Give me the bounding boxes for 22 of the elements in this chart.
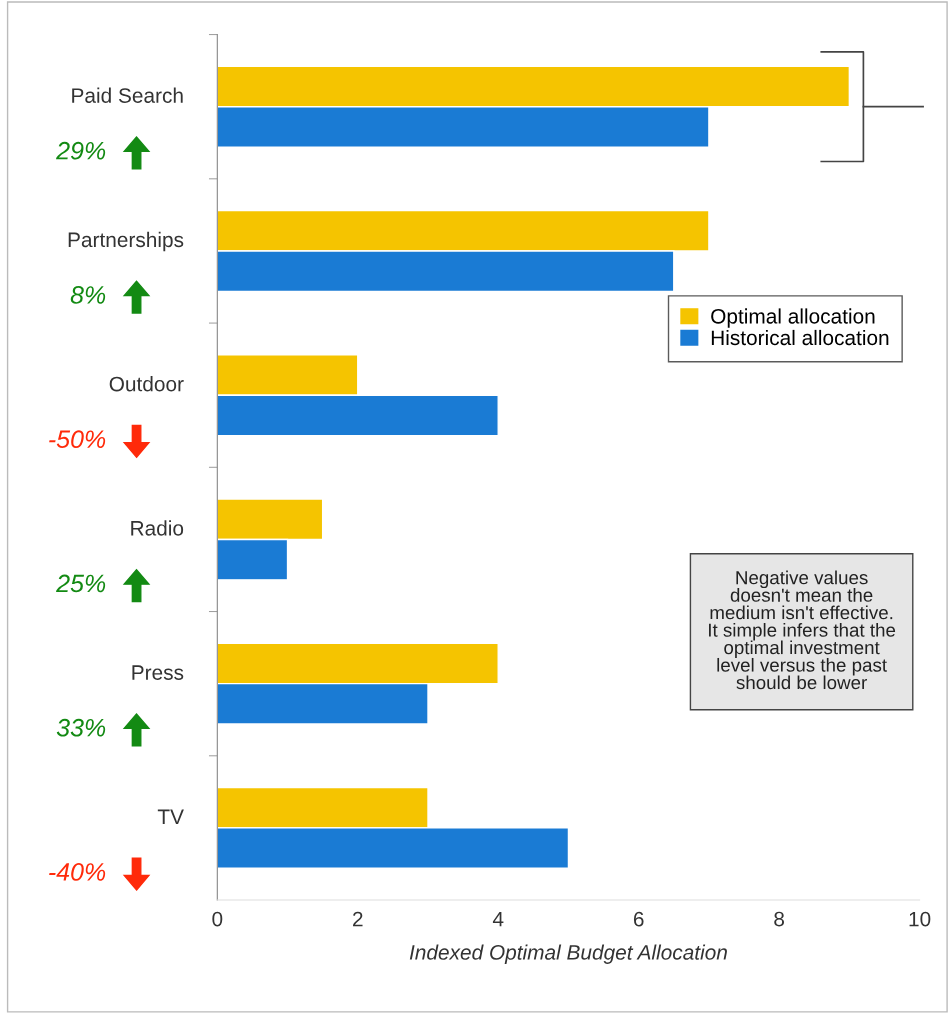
text: 8% bbox=[70, 286, 106, 304]
annotation: Negative values doesn't mean the medium isn't effective. It simple infers that the optimal investment level versus the past should be lower bbox=[709, 570, 896, 690]
x-axis-title: Indexed Optimal Budget Allocation bbox=[409, 944, 727, 964]
text: 29% bbox=[56, 141, 106, 160]
x-tick-label: 8 bbox=[774, 911, 785, 927]
y-tick-label: TV bbox=[157, 809, 184, 824]
x-tick-label: 6 bbox=[633, 911, 644, 927]
y-tick-label: Press bbox=[132, 665, 184, 680]
x-tick-label: 10 bbox=[909, 911, 931, 927]
text: 33% bbox=[56, 718, 106, 737]
x-tick-label: 2 bbox=[353, 911, 363, 927]
text: -50% bbox=[49, 430, 106, 449]
y-tick-label: Outdoor bbox=[109, 376, 184, 392]
text: -40% bbox=[49, 863, 106, 881]
legend-label: Historical allocation bbox=[711, 329, 889, 346]
y-tick-label: Radio bbox=[131, 520, 184, 536]
y-tick-label: Partnerships bbox=[68, 231, 184, 252]
x-tick-label: 0 bbox=[212, 911, 223, 927]
y-tick-label: Paid Search bbox=[72, 87, 183, 103]
text: 25% bbox=[56, 574, 106, 593]
x-tick-label: 4 bbox=[492, 911, 504, 927]
legend-label: Optimal allocation bbox=[711, 308, 875, 328]
